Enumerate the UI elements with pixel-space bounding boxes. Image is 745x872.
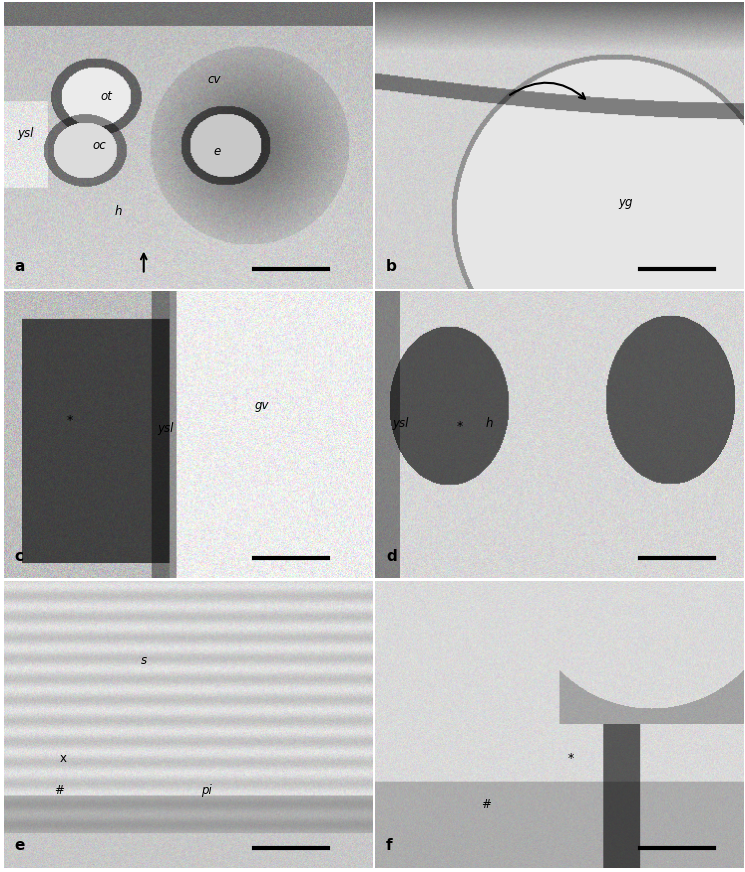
Text: #: #	[54, 784, 64, 797]
Text: f: f	[386, 838, 393, 854]
Text: *: *	[67, 414, 73, 426]
Text: a: a	[15, 260, 25, 275]
Text: x: x	[59, 752, 66, 765]
Text: e: e	[214, 145, 221, 158]
Text: h: h	[486, 417, 493, 430]
Text: ysl: ysl	[158, 422, 174, 435]
Text: ot: ot	[101, 90, 112, 103]
Text: gv: gv	[254, 399, 269, 412]
Text: d: d	[386, 548, 397, 564]
Text: yg: yg	[618, 196, 633, 209]
Text: *: *	[567, 752, 574, 765]
Text: ysl: ysl	[18, 127, 34, 140]
Text: pi: pi	[201, 784, 212, 797]
Text: ysl: ysl	[393, 417, 409, 430]
Text: *: *	[457, 419, 463, 433]
Text: b: b	[386, 260, 397, 275]
Text: #: #	[481, 798, 490, 811]
Text: s: s	[141, 654, 147, 667]
Text: e: e	[15, 838, 25, 854]
Text: cv: cv	[207, 72, 221, 85]
Text: c: c	[15, 548, 24, 564]
Text: h: h	[114, 205, 121, 218]
Text: oc: oc	[92, 139, 107, 152]
